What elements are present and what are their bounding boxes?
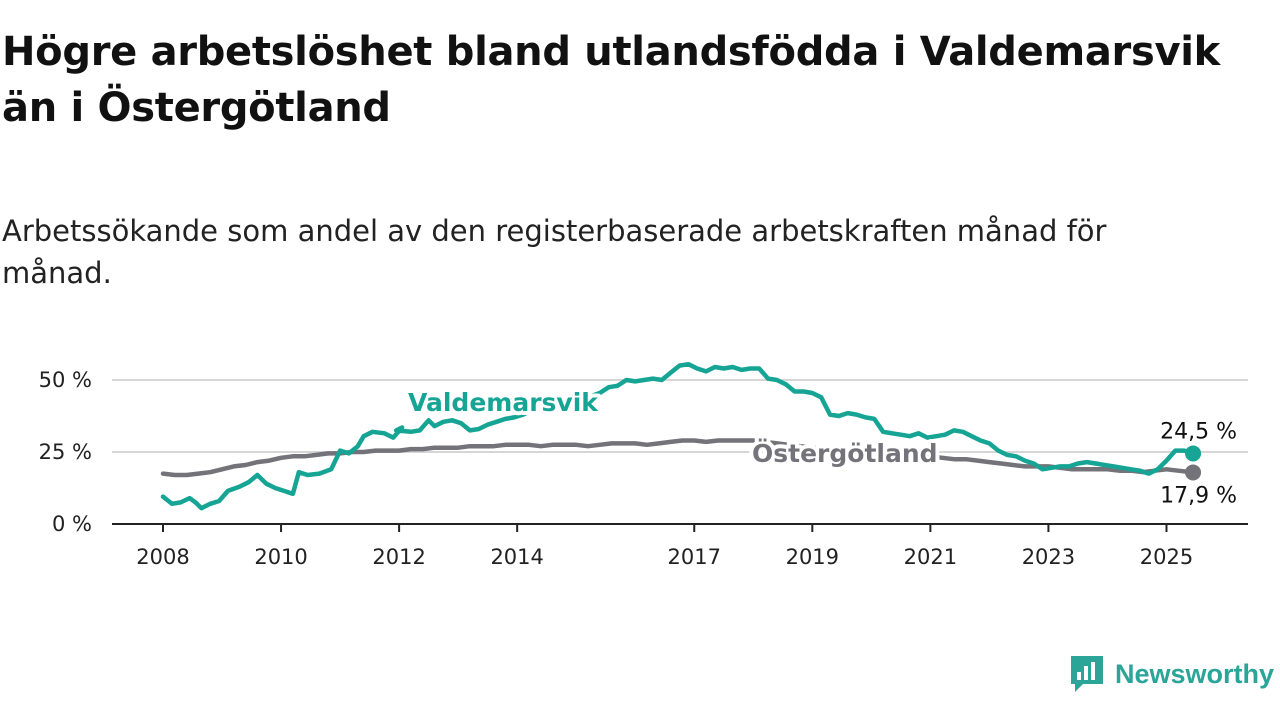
end-point-ostergotland — [1185, 464, 1202, 481]
series-line-ostergotland — [160, 438, 1196, 478]
x-tick-label: 2012 — [372, 545, 425, 569]
series-label-valdemarsvik: Valdemarsvik — [408, 388, 599, 417]
chart-title: Högre arbetslöshet bland utlandsfödda i … — [2, 29, 1220, 131]
end-point-valdemarsvik — [1185, 445, 1202, 462]
x-tick-label: 2023 — [1022, 545, 1075, 569]
end-value-label-valdemarsvik: 24,5 % — [1160, 419, 1237, 444]
brand-name: Newsworthy — [1114, 658, 1274, 689]
chart-subtitle: Arbetssökande som andel av den registerb… — [2, 214, 1107, 290]
y-tick-label: 50 % — [39, 368, 92, 392]
x-tick-label: 2008 — [136, 545, 189, 569]
x-tick-label: 2025 — [1140, 545, 1193, 569]
x-tick-label: 2017 — [668, 545, 721, 569]
x-tick-label: 2014 — [490, 545, 543, 569]
series-label-ostergotland: Östergötland — [752, 438, 938, 468]
brand-logo: Newsworthy — [1069, 654, 1274, 694]
y-tick-label: 25 % — [39, 440, 92, 464]
x-tick-label: 2021 — [904, 545, 957, 569]
y-tick-label: 0 % — [52, 512, 92, 536]
series-line-valdemarsvik — [160, 361, 1196, 511]
x-tick-label: 2019 — [786, 545, 839, 569]
line-chart: 0 % 25 % 50 % 2008 2010 2012 2014 2017 2019 2021 2… — [39, 361, 1248, 569]
x-tick-label: 2010 — [254, 545, 307, 569]
end-value-label-ostergotland: 17,9 % — [1160, 483, 1237, 508]
newsworthy-logo-icon — [1070, 656, 1103, 692]
